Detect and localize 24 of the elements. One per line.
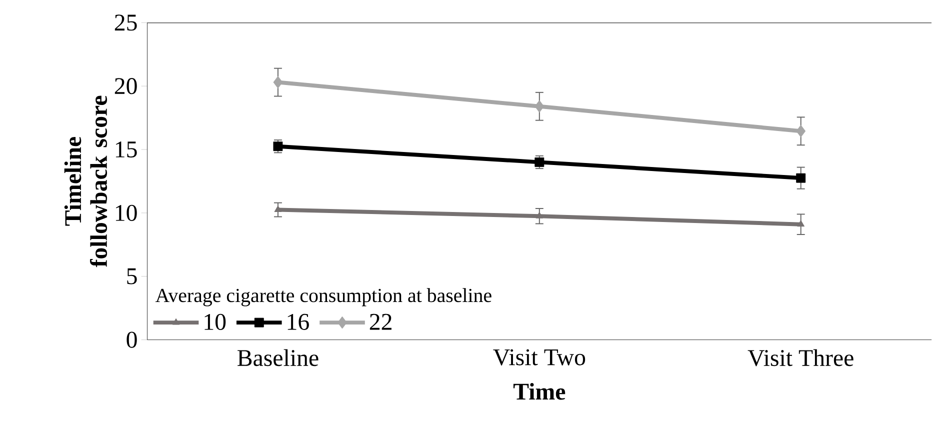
y-tick-label: 5 (127, 268, 137, 284)
legend-title: Average cigarette consumption at baseline (155, 288, 492, 306)
x-axis-title: Time (513, 382, 566, 400)
point (797, 220, 805, 226)
y-tick-label: 15 (116, 141, 137, 158)
point (273, 141, 283, 151)
legend-label: 16 (288, 314, 309, 330)
point (273, 76, 283, 88)
legend-label: 22 (370, 314, 392, 330)
y-tick-label: 0 (126, 332, 137, 348)
x-tick-label: Visit Two (493, 349, 586, 366)
point (534, 100, 544, 112)
y-tick-label: 25 (114, 14, 137, 30)
x-tick-label: Baseline (238, 349, 318, 366)
point (534, 157, 544, 167)
y-tick-label: 20 (114, 78, 137, 94)
y-axis-title: Timeline followback score (64, 96, 108, 267)
y-tick-label: 10 (116, 204, 137, 221)
legend-label: 10 (204, 314, 226, 330)
point (796, 124, 806, 138)
point (274, 205, 282, 212)
point (536, 212, 544, 218)
x-tick-label: Visit Three (748, 349, 854, 366)
point (796, 173, 806, 183)
